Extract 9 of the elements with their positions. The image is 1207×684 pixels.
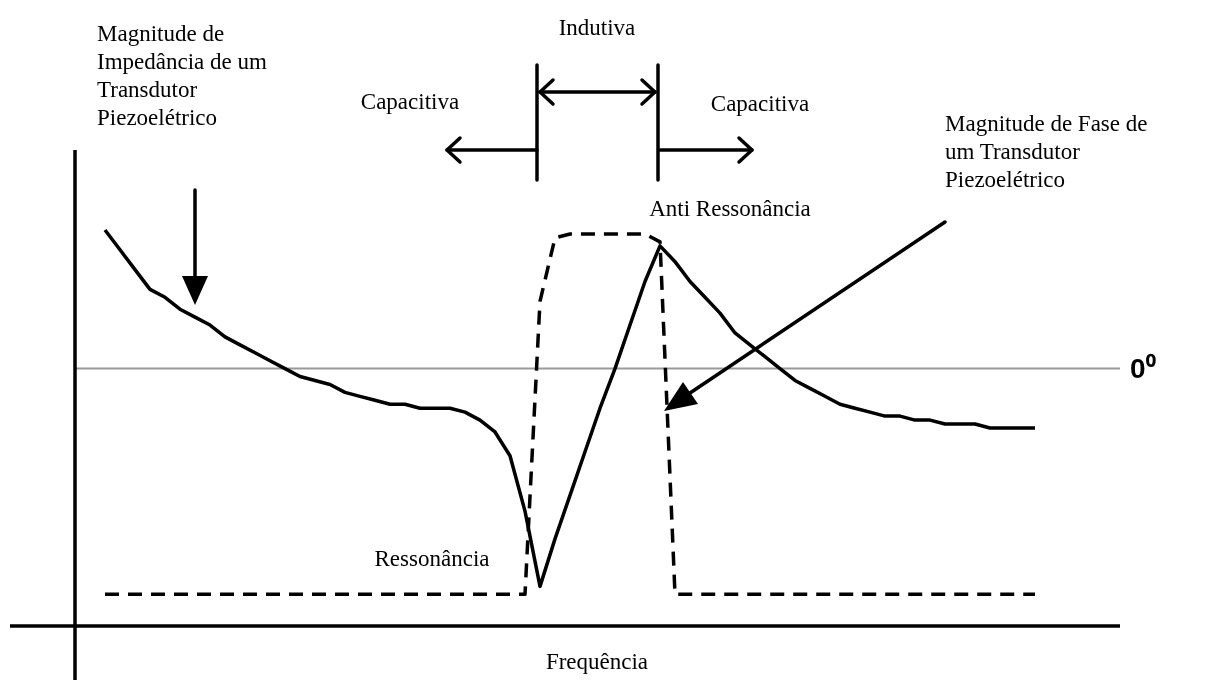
x-axis-title: Frequência	[545, 648, 649, 676]
text: Capacitiva	[710, 90, 810, 118]
text: Indutiva	[558, 14, 636, 42]
text: Magnitude de Fase de um Transdutor Piezoelétrico	[945, 110, 1149, 194]
ref-line-label: 0⁰	[1130, 353, 1156, 385]
annotation: Ressonância	[374, 545, 490, 573]
text: Capacitiva	[360, 88, 460, 116]
text: Anti Ressonância	[649, 195, 811, 223]
text: Magnitude de Impedância de um Transdutor Piezoelétrico	[97, 20, 267, 132]
